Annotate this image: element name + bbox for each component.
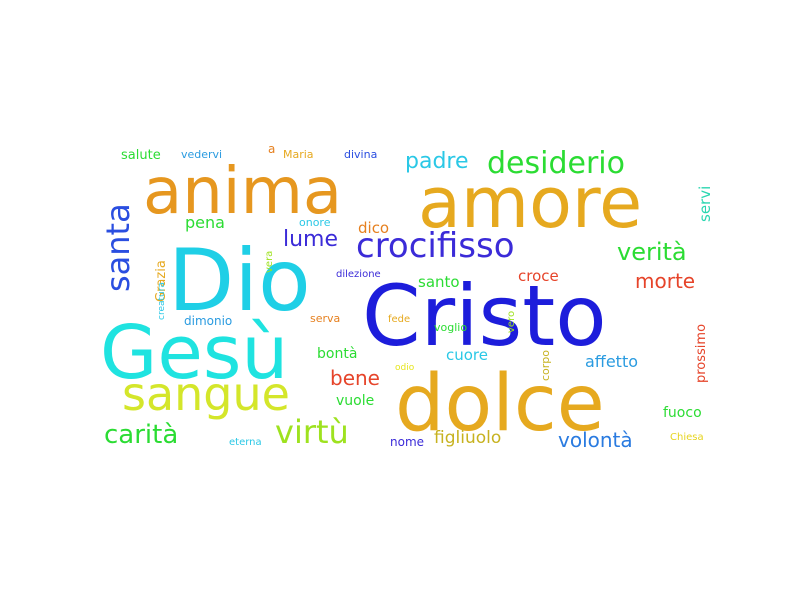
word-maria: Maria bbox=[283, 148, 314, 161]
word-carità: carità bbox=[104, 420, 178, 450]
word-vero: vero bbox=[506, 311, 517, 333]
word-a: a bbox=[268, 142, 275, 156]
word-croce: croce bbox=[518, 267, 559, 285]
word-odio: odio bbox=[395, 363, 415, 373]
word-dimonio: dimonio bbox=[184, 314, 232, 328]
word-virtù: virtù bbox=[275, 413, 349, 451]
word-figliuolo: figliuolo bbox=[434, 428, 501, 448]
word-vuole: vuole bbox=[336, 393, 374, 409]
word-pena: pena bbox=[185, 213, 225, 232]
word-volontà: volontà bbox=[558, 428, 633, 452]
word-bene: bene bbox=[330, 366, 380, 390]
word-amore: amore bbox=[418, 162, 642, 244]
word-salute: salute bbox=[121, 148, 161, 163]
word-verità: verità bbox=[617, 238, 687, 266]
word-dico: dico bbox=[358, 219, 389, 237]
word-onore: onore bbox=[299, 216, 331, 229]
word-voglio: voglio bbox=[434, 321, 467, 334]
word-lume: lume bbox=[283, 227, 338, 252]
word-grazia: Grazia bbox=[154, 260, 169, 302]
word-cuore: cuore bbox=[446, 346, 488, 364]
word-gesù: Gesù bbox=[100, 310, 288, 396]
word-cristo: Cristo bbox=[362, 267, 607, 365]
word-vera: vera bbox=[264, 251, 275, 273]
word-padre: padre bbox=[405, 149, 469, 174]
word-morte: morte bbox=[635, 269, 695, 293]
word-vedervi: vedervi bbox=[181, 148, 222, 161]
word-affetto: affetto bbox=[585, 352, 638, 371]
word-eterna: eterna bbox=[229, 437, 262, 448]
word-corpo: corpo bbox=[539, 350, 552, 381]
word-nome: nome bbox=[390, 435, 424, 449]
word-prossimo: prossimo bbox=[694, 324, 709, 383]
word-dolce: dolce bbox=[395, 359, 605, 449]
word-dilezione: dilezione bbox=[336, 269, 381, 280]
word-fede: fede bbox=[388, 314, 410, 325]
word-santo: santo bbox=[418, 273, 460, 291]
word-fuoco: fuoco bbox=[663, 405, 702, 421]
word-crocifisso: crocifisso bbox=[356, 226, 515, 266]
word-dio: Dio bbox=[168, 231, 311, 331]
word-servi: servi bbox=[696, 186, 714, 222]
word-santa: santa bbox=[99, 203, 137, 292]
word-creatura: creatura bbox=[157, 282, 167, 320]
word-divina: divina bbox=[344, 148, 377, 161]
word-bontà: bontà bbox=[317, 346, 357, 362]
word-desiderio: desiderio bbox=[487, 146, 625, 181]
word-serva: serva bbox=[310, 312, 340, 325]
word-sangue: sangue bbox=[122, 367, 290, 421]
word-anima: anima bbox=[143, 155, 342, 229]
word-chiesa: Chiesa bbox=[670, 432, 704, 443]
